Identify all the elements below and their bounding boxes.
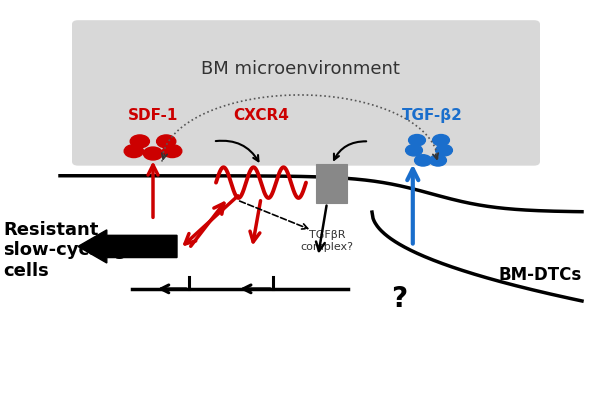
Text: BM-DTCs: BM-DTCs [499,266,581,284]
Bar [316,164,347,203]
Text: SDF-1: SDF-1 [128,108,178,123]
Text: TGF-β2: TGF-β2 [401,108,463,123]
FancyArrow shape [78,230,177,263]
Text: BM microenvironment: BM microenvironment [200,60,400,78]
Circle shape [157,135,176,148]
Circle shape [143,147,163,160]
Circle shape [436,145,452,156]
Circle shape [430,155,446,166]
Circle shape [163,145,182,158]
Circle shape [406,145,422,156]
FancyBboxPatch shape [72,20,540,166]
Circle shape [409,135,425,146]
Text: TGFβR
complex?: TGFβR complex? [301,230,353,252]
Text: CXCR4: CXCR4 [233,108,289,123]
Circle shape [433,135,449,146]
Text: Resistant
slow-cycling
cells: Resistant slow-cycling cells [3,221,127,280]
Text: ?: ? [391,285,407,313]
Circle shape [130,135,149,148]
Circle shape [415,155,431,166]
Circle shape [124,145,143,158]
